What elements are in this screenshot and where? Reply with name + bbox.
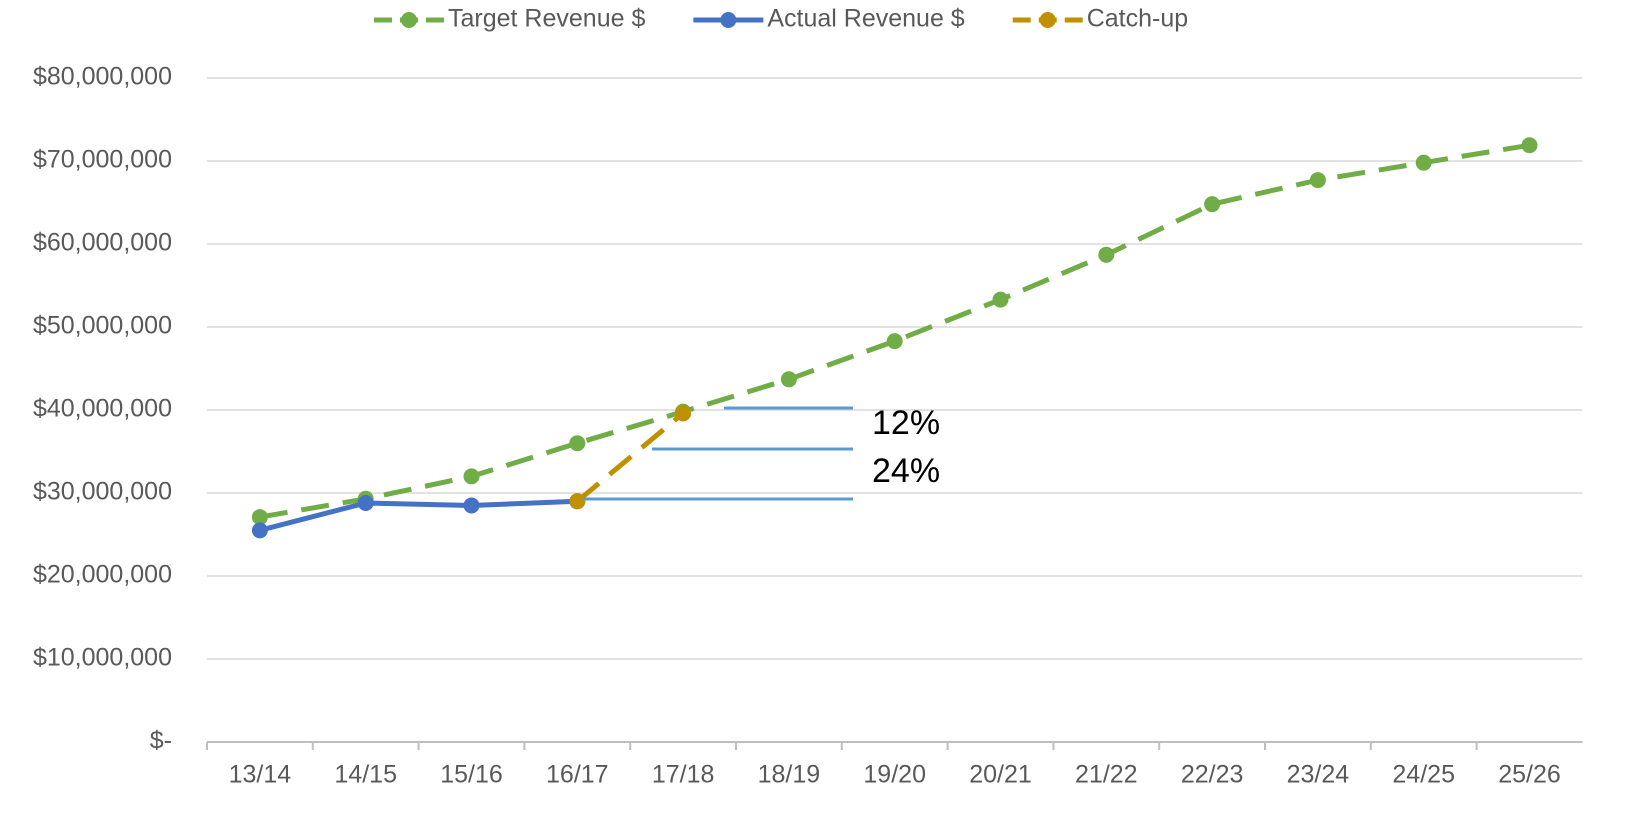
y-tick-label: $70,000,000: [33, 146, 172, 174]
y-tick-label: $40,000,000: [33, 395, 172, 423]
x-tick-label: 17/18: [652, 761, 715, 789]
legend-item: Catch-up: [1012, 5, 1188, 33]
data-point: [780, 371, 797, 388]
x-tick-label: 25/26: [1498, 761, 1561, 789]
data-point: [1521, 137, 1538, 154]
legend-label: Catch-up: [1087, 5, 1188, 33]
data-point: [1204, 196, 1221, 213]
legend-label: Target Revenue $: [448, 5, 645, 33]
y-tick-label: $50,000,000: [33, 312, 172, 340]
legend-item: Target Revenue $: [374, 5, 645, 33]
data-point: [1098, 246, 1115, 263]
y-tick-label: $30,000,000: [33, 478, 172, 506]
legend-marker: [401, 12, 417, 28]
y-tick-label: $60,000,000: [33, 229, 172, 257]
legend-item: Actual Revenue $: [693, 5, 965, 33]
x-tick-label: 14/15: [334, 761, 397, 789]
x-tick-label: 16/17: [546, 761, 609, 789]
series-line: [259, 498, 578, 533]
x-tick-label: 21/22: [1075, 761, 1138, 789]
x-tick-label: 20/21: [969, 761, 1032, 789]
plot: $- $10,000,000 $20,000,000 $30,000,000 $40,0…: [33, 5, 1583, 789]
y-tick-label: $20,000,000: [33, 561, 172, 589]
x-tick-label: 15/16: [440, 761, 503, 789]
series-line: [575, 411, 685, 504]
annotation: 12%: [872, 404, 940, 442]
data-point: [675, 405, 692, 422]
annotation: 24%: [872, 452, 940, 490]
data-point: [1415, 154, 1432, 171]
data-point: [251, 522, 268, 539]
data-point: [886, 333, 903, 350]
data-point: [1309, 172, 1326, 189]
data-point: [992, 291, 1009, 308]
x-tick-label: 23/24: [1287, 761, 1350, 789]
x-tick-label: 24/25: [1392, 761, 1455, 789]
x-tick-label: 18/19: [758, 761, 821, 789]
data-point: [251, 509, 268, 526]
y-tick-label: $10,000,000: [33, 644, 172, 672]
data-point: [569, 435, 586, 452]
x-tick-label: 19/20: [863, 761, 926, 789]
data-point: [463, 468, 480, 485]
y-tick-label: $80,000,000: [33, 63, 172, 91]
data-point: [463, 497, 480, 514]
legend-marker: [720, 12, 737, 28]
x-tick-label: 22/23: [1181, 761, 1244, 789]
x-tick-label: 13/14: [229, 761, 292, 789]
legend-marker: [1039, 12, 1056, 28]
data-point: [357, 494, 374, 511]
legend-label: Actual Revenue $: [767, 5, 964, 33]
data-point: [569, 493, 586, 510]
y-tick-label: $-: [150, 727, 172, 755]
